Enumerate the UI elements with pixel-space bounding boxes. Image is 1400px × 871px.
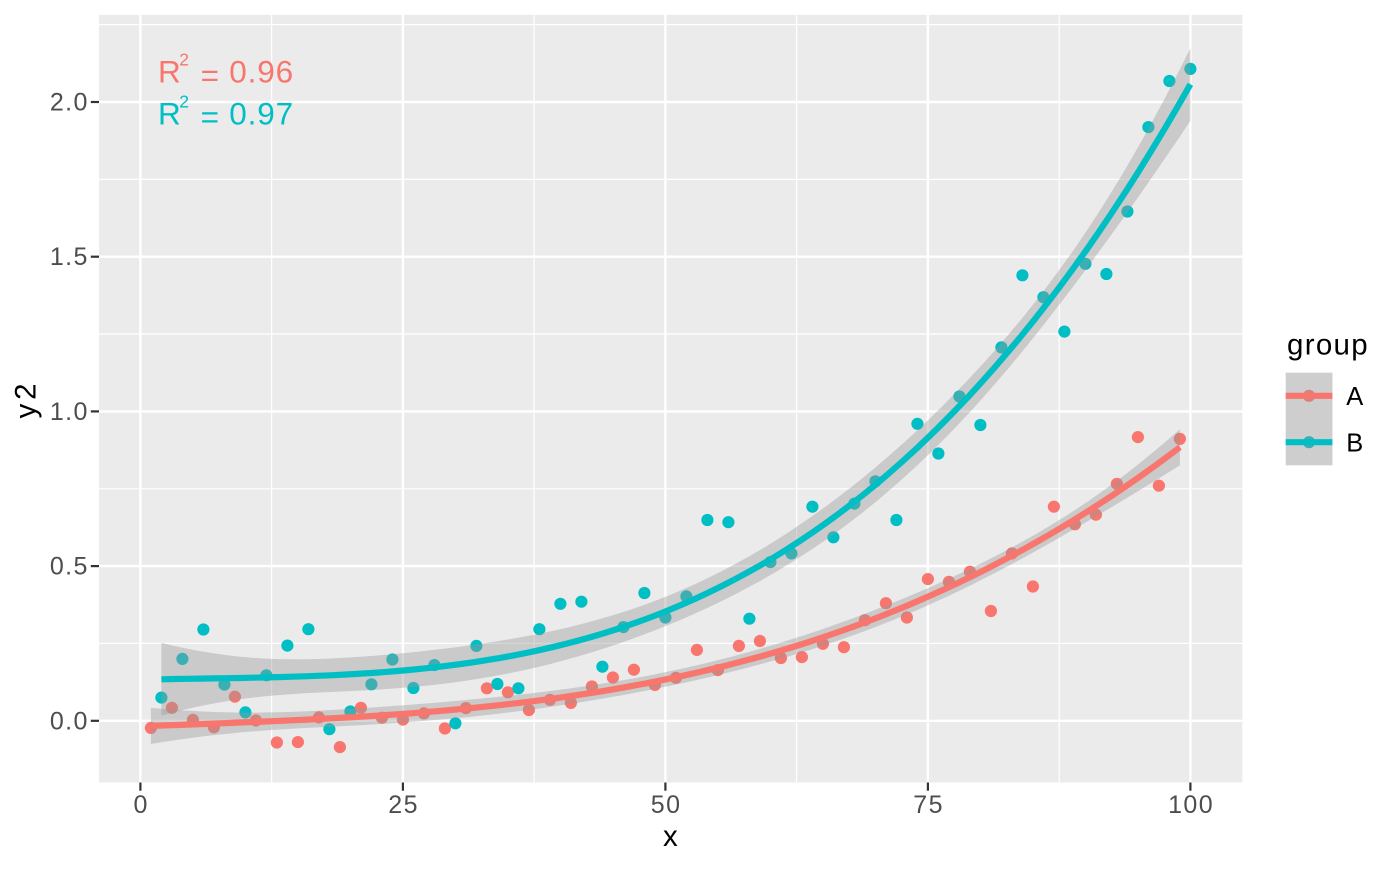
svg-text:2.0: 2.0 <box>50 89 89 117</box>
svg-text:75: 75 <box>913 791 944 819</box>
svg-text:0.96: 0.96 <box>229 54 294 90</box>
svg-text:R: R <box>158 54 181 90</box>
svg-text:B: B <box>1346 430 1363 458</box>
svg-text:25: 25 <box>388 791 419 819</box>
svg-text:2: 2 <box>179 91 189 111</box>
svg-text:1.5: 1.5 <box>50 243 89 271</box>
svg-text:=: = <box>201 99 219 135</box>
svg-text:50: 50 <box>651 791 682 819</box>
svg-text:0.97: 0.97 <box>229 95 294 131</box>
svg-text:R: R <box>158 95 181 131</box>
svg-text:100: 100 <box>1168 791 1214 819</box>
svg-text:0: 0 <box>133 791 148 819</box>
svg-text:A: A <box>1346 383 1363 411</box>
svg-text:2: 2 <box>179 50 189 70</box>
svg-text:group: group <box>1287 329 1369 362</box>
svg-text:x: x <box>663 820 678 853</box>
svg-text:=: = <box>201 57 219 93</box>
svg-text:0.0: 0.0 <box>50 707 89 735</box>
svg-text:1.0: 1.0 <box>50 398 89 426</box>
svg-text:0.5: 0.5 <box>50 553 89 581</box>
